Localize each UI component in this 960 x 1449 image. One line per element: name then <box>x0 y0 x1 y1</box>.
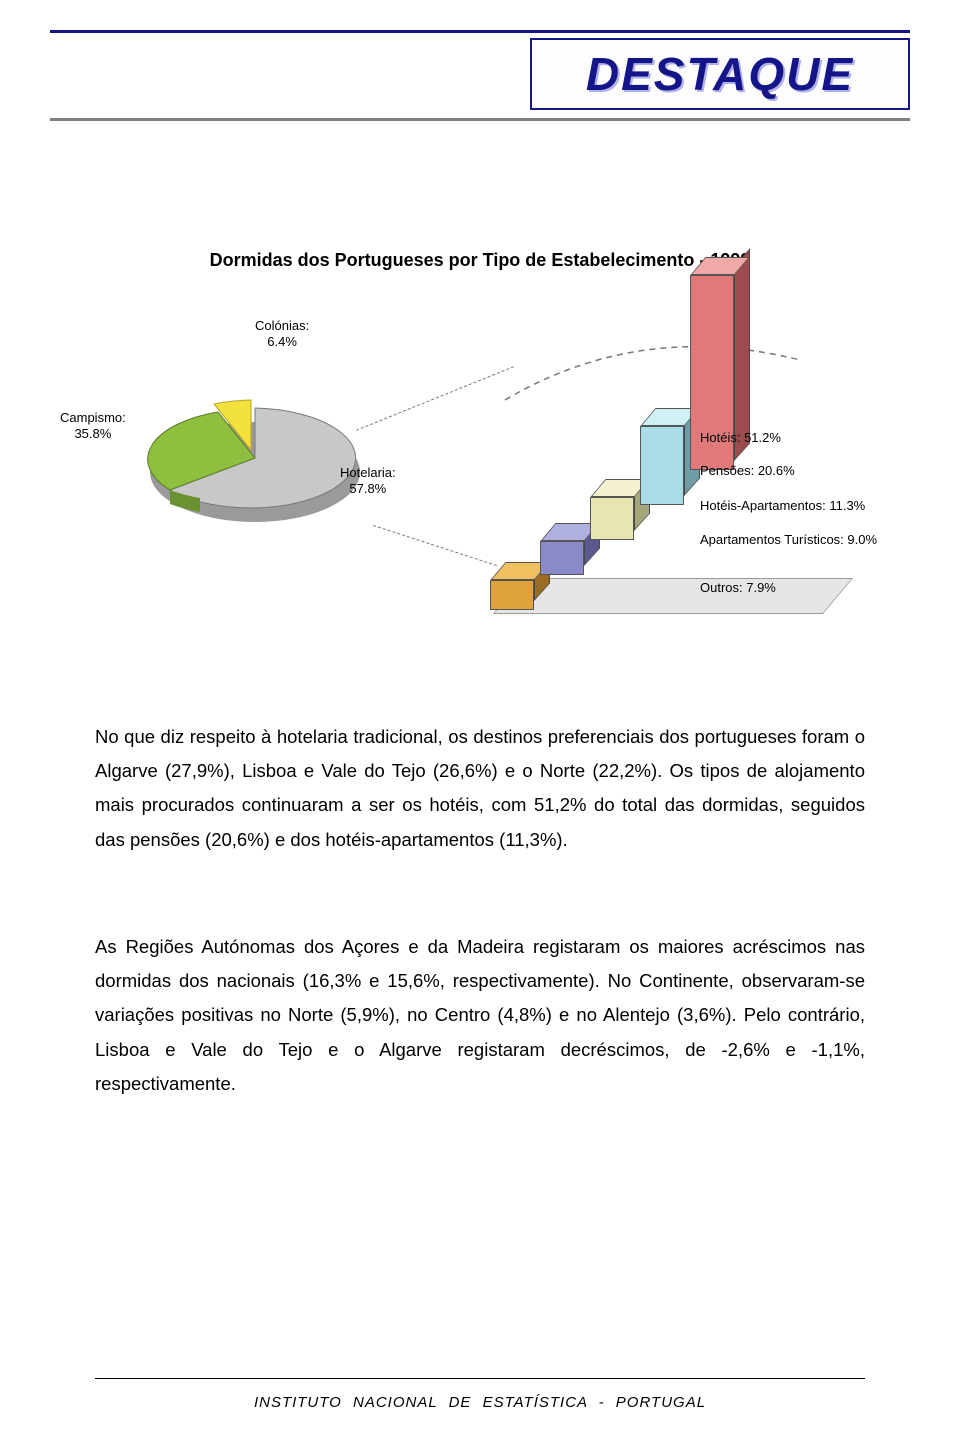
destaque-badge: DESTAQUE <box>530 38 910 110</box>
connector-dash-1 <box>356 366 514 431</box>
chart-area: Campismo: 35.8% Colónias: 6.4% Hotelaria… <box>60 300 900 660</box>
header-rule-bottom <box>50 118 910 121</box>
pie-label-hotelaria: Hotelaria: 57.8% <box>340 465 396 498</box>
bar-outros <box>490 580 534 610</box>
bar-pens-es <box>640 426 684 505</box>
bar-label-hot-apt: Hotéis-Apartamentos: 11.3% <box>700 498 865 513</box>
paragraph-1: No que diz respeito à hotelaria tradicio… <box>95 720 865 857</box>
pie-label-campismo: Campismo: 35.8% <box>60 410 126 443</box>
destaque-text: DESTAQUE <box>586 47 854 101</box>
bar-label-pensoes: Pensões: 20.6% <box>700 463 795 478</box>
paragraph-2: As Regiões Autónomas dos Açores e da Mad… <box>95 930 865 1101</box>
bar-apartamentos-tur-sticos <box>540 541 584 575</box>
pie-label-colonias: Colónias: 6.4% <box>255 318 309 351</box>
footer-rule <box>95 1378 865 1379</box>
chart-title: Dormidas dos Portugueses por Tipo de Est… <box>0 250 960 271</box>
bar-hot-is-apartamentos <box>590 497 634 540</box>
bar-label-outros: Outros: 7.9% <box>700 580 776 595</box>
bar-label-apt-tur: Apartamentos Turísticos: 9.0% <box>700 532 877 547</box>
header-rule-top <box>50 30 910 33</box>
connector-dash-2 <box>373 525 497 566</box>
footer-text: INSTITUTO NACIONAL DE ESTATÍSTICA - PORT… <box>0 1394 960 1411</box>
bar-label-hoteis: Hotéis: 51.2% <box>700 430 781 445</box>
pie-chart <box>140 390 370 540</box>
